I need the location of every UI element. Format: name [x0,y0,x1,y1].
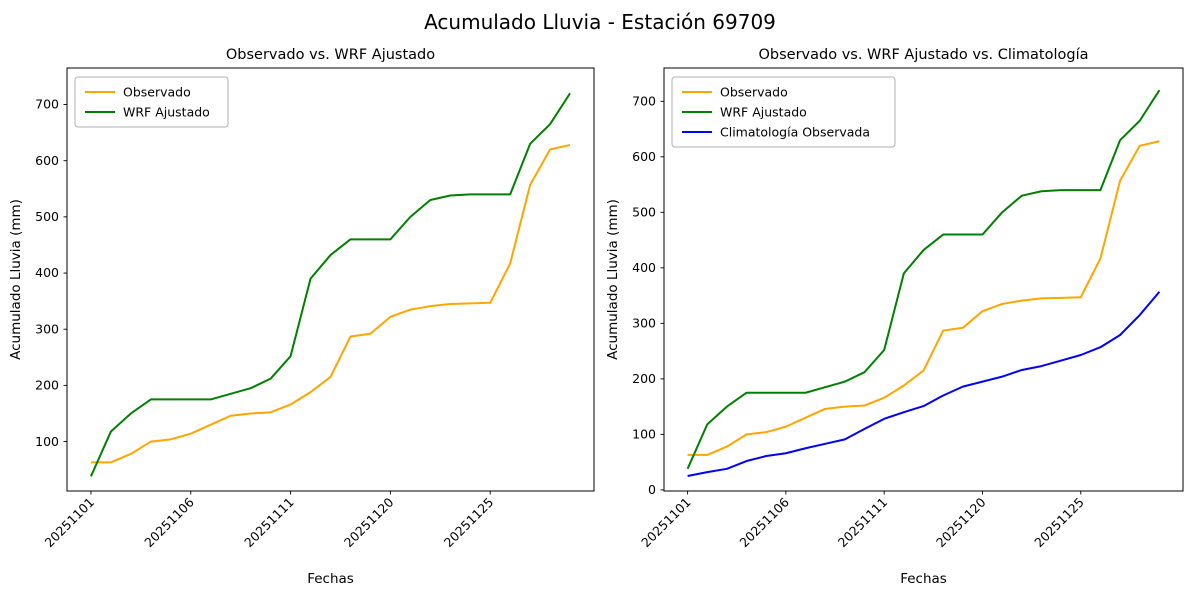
right-chart-svg: 0 100 200 300 400 500 600 700 20251101 20251106 20… [605,47,1184,587]
series-line-observado [90,143,571,464]
legend-label-wrf-ajustado: WRF Ajustado [123,104,210,119]
x-tick-label: 20251120 [341,494,397,550]
plot-area [67,68,594,491]
y-tick-label: 700 [632,94,656,109]
legend-label-wrf-ajustado: WRF Ajustado [720,104,807,119]
y-tick-label: 500 [35,209,59,224]
y-axis-label: Acumulado Lluvia (mm) [8,199,24,360]
x-tick-label: 20251106 [141,494,197,550]
y-tick-label: 200 [35,378,59,393]
y-tick-label: 400 [632,260,656,275]
x-axis-label: Fechas [307,571,354,587]
x-tick-label: 20251111 [835,495,891,551]
left-chart-svg: 100 200 300 400 500 600 700 20251101 20251106 202… [8,47,595,587]
x-tick-label: 20251106 [736,494,792,550]
legend: Observado WRF Ajustado Climatología Observ… [671,76,896,148]
legend-label-climatologia-observada: Climatología Observada [720,124,870,139]
series-line-climatologia-observada [687,291,1161,477]
y-axis-label: Acumulado Lluvia (mm) [605,199,621,360]
y-tick-label: 200 [632,371,656,386]
y-tick-label: 300 [632,316,656,331]
legend-box [74,76,229,128]
legend-label-observado: Observado [123,84,191,99]
series-line-observado [687,140,1160,456]
figure-suptitle: Acumulado Lluvia - Estación 69709 [424,10,776,34]
legend-box [671,76,896,148]
x-tick-label: 20251111 [241,495,297,551]
y-tick-label: 0 [648,482,656,497]
y-tick-label: 600 [35,153,59,168]
series-line-wrf-ajustado [90,92,571,477]
x-tick-label: 20251120 [933,494,989,550]
y-tick-label: 100 [632,427,656,442]
y-tick-label: 300 [35,321,59,336]
chart-title: Observado vs. WRF Ajustado vs. Climatolo… [759,47,1089,63]
y-tick-label: 500 [632,205,656,220]
series-line-wrf-ajustado [686,89,1161,470]
x-axis-label: Fechas [900,571,947,587]
y-tick-label: 700 [35,97,59,112]
x-tick-label: 20251125 [441,495,497,551]
legend-label-observado: Observado [720,84,788,99]
y-tick-label: 100 [35,434,59,449]
y-tick-label: 600 [632,149,656,164]
chart-title: Observado vs. WRF Ajustado [226,47,435,63]
y-tick-label: 400 [35,265,59,280]
x-tick-label: 20251101 [638,495,694,551]
legend: Observado WRF Ajustado [74,76,229,128]
plot-frame [66,67,595,492]
x-tick-label: 20251125 [1031,495,1087,551]
x-tick-label: 20251101 [41,495,97,551]
plot-frame [663,67,1184,492]
